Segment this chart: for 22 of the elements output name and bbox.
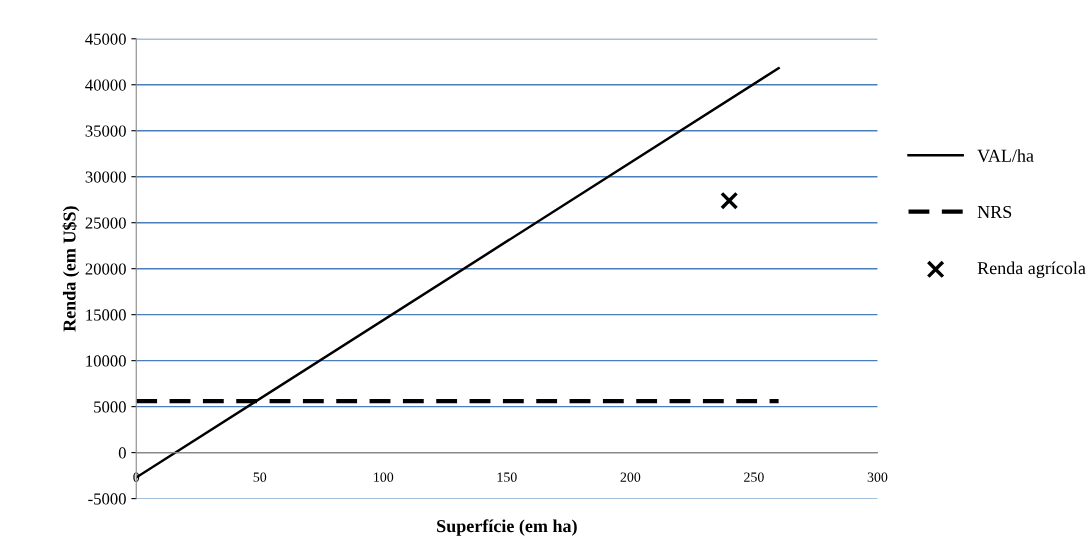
y-tick-label: 25000 [85, 217, 126, 229]
legend-label: NRS [977, 205, 1012, 219]
y-tick-label: -5000 [88, 493, 126, 505]
y-tick-label: 5000 [94, 401, 126, 413]
y-tick-label: 20000 [85, 263, 126, 275]
x-tick-label: 150 [497, 472, 517, 482]
legend-label: Renda agrícola [977, 261, 1086, 278]
y-tick-label: 0 [118, 447, 126, 459]
x-tick-label: 300 [867, 472, 888, 482]
x-tick-label: 50 [253, 472, 267, 482]
y-tick-label: 35000 [85, 125, 126, 137]
x-axis-title: Superfície (em ha) [437, 519, 577, 536]
legend-label: VAL/ha [977, 149, 1034, 162]
y-tick-label: 45000 [85, 33, 126, 45]
x-tick-label: 200 [620, 472, 641, 482]
y-tick-label: 30000 [85, 171, 126, 183]
x-tick-label: 250 [744, 472, 764, 482]
y-tick-label: 15000 [86, 309, 126, 321]
y-tick-label: 10000 [86, 355, 126, 367]
y-tick-label: 40000 [85, 79, 126, 91]
x-tick-label: 100 [374, 472, 394, 482]
y-axis-title: Renda (em U$S) [62, 206, 80, 332]
